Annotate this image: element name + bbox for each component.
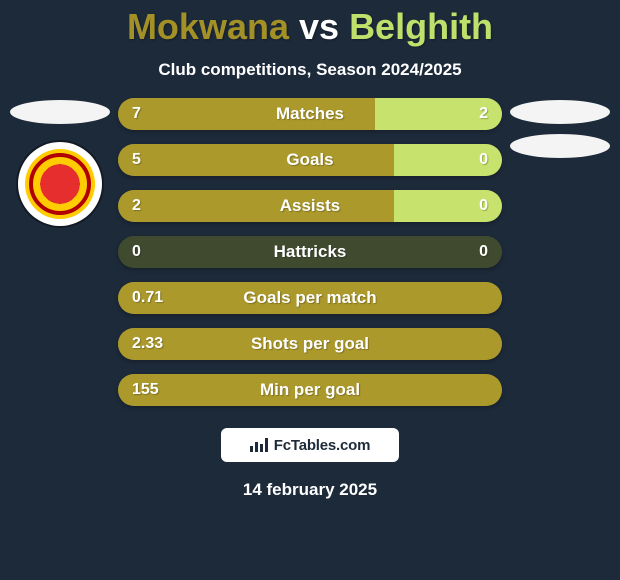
stat-bar: 50Goals: [118, 144, 502, 176]
stat-bar: 72Matches: [118, 98, 502, 130]
stat-bar: 155Min per goal: [118, 374, 502, 406]
club-badge-ring: [29, 153, 91, 215]
stat-bar-label: Matches: [118, 98, 502, 130]
stat-bar-label: Assists: [118, 190, 502, 222]
stat-bar: 2.33Shots per goal: [118, 328, 502, 360]
right-flag-placeholder-1: [510, 100, 610, 124]
stat-bar-label: Hattricks: [118, 236, 502, 268]
right-team-column: [506, 98, 614, 158]
page-title: Mokwana vs Belghith: [0, 0, 620, 48]
right-flag-placeholder-2: [510, 134, 610, 158]
stat-bar-label: Goals: [118, 144, 502, 176]
title-right-name: Belghith: [349, 6, 493, 47]
stat-bar: 0.71Goals per match: [118, 282, 502, 314]
source-badge: FcTables.com: [221, 428, 399, 462]
subtitle: Club competitions, Season 2024/2025: [0, 60, 620, 80]
stat-bar: 20Assists: [118, 190, 502, 222]
left-club-badge: [18, 142, 102, 226]
source-badge-text: FcTables.com: [274, 437, 371, 454]
date-text: 14 february 2025: [0, 480, 620, 500]
stat-bars-column: 72Matches 50Goals 20Assists 00Hattricks 0.71…: [114, 98, 506, 406]
stat-bar: 00Hattricks: [118, 236, 502, 268]
stat-bar-label: Shots per goal: [118, 328, 502, 360]
content-root: Mokwana vs Belghith Club competitions, S…: [0, 0, 620, 580]
title-left-name: Mokwana: [127, 6, 289, 47]
left-team-column: [6, 98, 114, 226]
main-row: 72Matches 50Goals 20Assists 00Hattricks 0.71…: [0, 98, 620, 406]
club-badge-icon: [25, 149, 95, 219]
bar-chart-icon: [250, 438, 268, 452]
title-vs: vs: [299, 6, 339, 47]
stat-bar-label: Goals per match: [118, 282, 502, 314]
left-flag-placeholder: [10, 100, 110, 124]
stat-bar-label: Min per goal: [118, 374, 502, 406]
